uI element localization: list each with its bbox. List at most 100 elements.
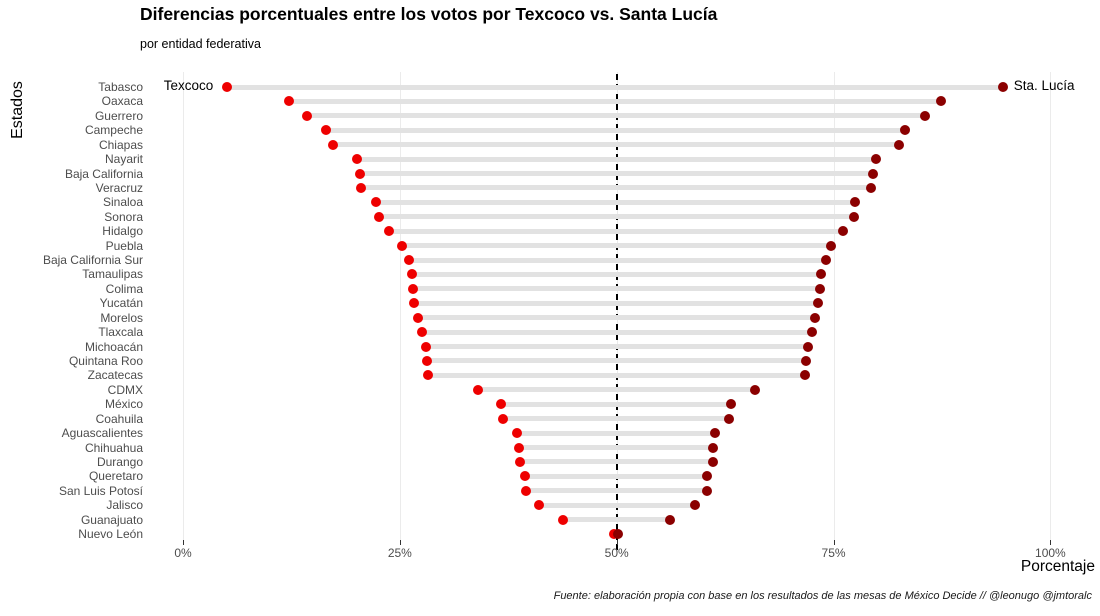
connector-bar xyxy=(525,488,707,494)
chart-title: Diferencias porcentuales entre los votos… xyxy=(140,4,718,24)
santa-lucia-dot xyxy=(689,500,700,511)
texcoco-dot xyxy=(513,442,524,453)
texcoco-dot xyxy=(472,384,483,395)
santa-lucia-dot xyxy=(838,226,849,237)
y-axis-label: Chiapas xyxy=(98,137,143,152)
texcoco-dot xyxy=(498,413,509,424)
connector-bar xyxy=(562,517,670,523)
y-axis-label: Michoacán xyxy=(84,339,143,354)
y-axis-label: Quintana Roo xyxy=(68,353,143,368)
connector-bar xyxy=(360,185,871,191)
texcoco-dot xyxy=(354,168,365,179)
gridline-75% xyxy=(833,72,835,540)
connector-bar xyxy=(412,286,820,292)
texcoco-dot xyxy=(420,341,431,352)
santa-lucia-dot xyxy=(802,341,813,352)
texcoco-dot xyxy=(496,399,507,410)
gridline-25% xyxy=(399,72,401,540)
texcoco-dot xyxy=(533,500,544,511)
y-axis-label: Colima xyxy=(105,281,143,296)
y-axis-label: Yucatán xyxy=(99,296,143,311)
y-axis-label: Guerrero xyxy=(94,108,143,123)
santa-lucia-dot xyxy=(707,442,718,453)
reference-line-50pct xyxy=(615,74,618,550)
x-axis-tick-label: 25% xyxy=(387,546,412,560)
texcoco-dot xyxy=(413,312,424,323)
santa-lucia-dot xyxy=(814,283,825,294)
connector-bar xyxy=(418,315,816,321)
texcoco-dot xyxy=(515,456,526,467)
texcoco-dot xyxy=(557,514,568,525)
x-axis-tick xyxy=(183,540,184,545)
connector-bar xyxy=(427,372,805,378)
santa-lucia-dot xyxy=(701,471,712,482)
texcoco-dot xyxy=(383,226,394,237)
connector-bar xyxy=(408,257,826,263)
santa-lucia-dot xyxy=(867,168,878,179)
connector-bar xyxy=(477,387,756,393)
connector-bar xyxy=(413,300,818,306)
connector-bar xyxy=(518,445,713,450)
connector-bar xyxy=(388,228,844,234)
y-axis-label: Tamaulipas xyxy=(82,267,143,282)
connector-bar xyxy=(379,214,854,220)
y-axis-label: San Luis Potosí xyxy=(58,483,143,498)
texcoco-dot xyxy=(408,298,419,309)
y-axis-label: Morelos xyxy=(100,310,143,325)
connector-bar xyxy=(227,84,1003,90)
santa-lucia-dot xyxy=(709,428,720,439)
y-axis-label: Aguascalientes xyxy=(61,426,143,441)
connector-bar xyxy=(538,502,695,508)
chart-subtitle: por entidad federativa xyxy=(140,37,261,51)
santa-lucia-dot xyxy=(894,139,905,150)
texcoco-dot xyxy=(407,283,418,294)
texcoco-dot xyxy=(416,327,427,338)
santa-lucia-dot xyxy=(848,211,859,222)
connector-bar xyxy=(307,113,925,119)
y-axis-label: Baja California xyxy=(64,166,143,181)
texcoco-dot xyxy=(421,355,432,366)
santa-lucia-dot xyxy=(816,269,827,280)
texcoco-dot xyxy=(352,154,363,165)
y-axis-label: Hidalgo xyxy=(102,224,143,239)
x-axis-tick xyxy=(1050,540,1052,545)
santa-lucia-dot xyxy=(865,182,876,193)
y-axis-label: Tabasco xyxy=(98,80,143,94)
connector-bar xyxy=(503,416,729,422)
y-axis-label: Sonora xyxy=(104,209,143,224)
santa-lucia-dot xyxy=(812,298,823,309)
connector-bar xyxy=(359,171,873,177)
santa-lucia-dot xyxy=(701,485,712,496)
plot-panel: Texcoco Sta. Lucía xyxy=(150,72,1100,550)
connector-bar xyxy=(501,401,732,407)
x-axis-tick-label: 50% xyxy=(604,546,629,560)
connector-bar xyxy=(421,329,812,335)
santa-lucia-dot xyxy=(726,399,737,410)
connector-bar xyxy=(524,473,707,479)
y-axis-label: Jalisco xyxy=(106,498,143,513)
connector-bar xyxy=(357,156,877,162)
santa-lucia-dot xyxy=(871,154,882,165)
texcoco-dot xyxy=(283,96,294,107)
y-axis-label: Campeche xyxy=(84,123,143,138)
x-axis-tick xyxy=(833,540,835,545)
texcoco-dot xyxy=(406,269,417,280)
y-axis-label: México xyxy=(104,397,143,412)
santa-lucia-dot xyxy=(820,255,831,266)
y-axis-label: Puebla xyxy=(105,238,143,253)
series-annotation-santa-lucia: Sta. Lucía xyxy=(1013,78,1075,93)
y-axis-label: Chihuahua xyxy=(84,440,143,455)
connector-bar xyxy=(326,127,905,133)
y-axis-label: Nuevo León xyxy=(78,527,143,542)
santa-lucia-dot xyxy=(707,456,718,467)
santa-lucia-dot xyxy=(664,514,675,525)
connector-bar xyxy=(520,459,713,465)
x-axis-tick xyxy=(399,540,401,545)
gridline-0% xyxy=(183,72,184,540)
y-axis-label: Guanajuato xyxy=(80,512,143,527)
texcoco-dot xyxy=(355,182,366,193)
x-axis-tick-label: 75% xyxy=(821,546,846,560)
santa-lucia-dot xyxy=(612,529,623,540)
y-axis-label: Sinaloa xyxy=(102,195,143,210)
x-axis-tick-label: 0% xyxy=(174,546,192,560)
